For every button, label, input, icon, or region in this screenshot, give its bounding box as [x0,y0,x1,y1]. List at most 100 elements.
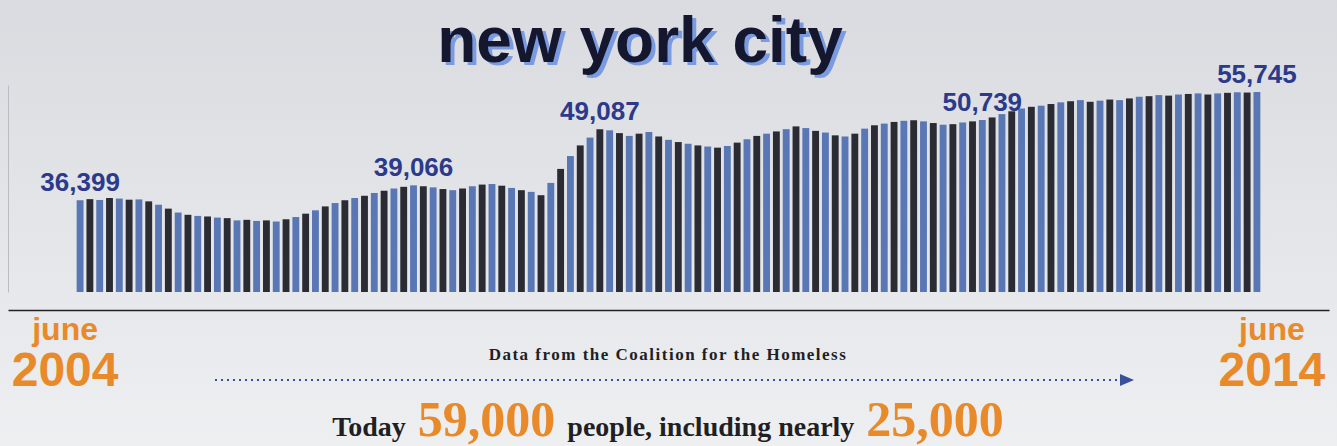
statement-text: Today [332,411,406,442]
bar [822,133,829,292]
bar [547,183,554,292]
bar [734,143,741,292]
bar [538,195,545,292]
bar [263,220,270,292]
bar [900,121,907,292]
bar [312,210,319,292]
bar [949,124,956,292]
bar [1136,97,1143,292]
data-label: 36,399 [40,167,120,197]
bar [793,126,800,292]
bar [812,131,819,292]
bar [253,221,260,292]
bar [302,214,309,292]
bar [1028,107,1035,292]
bar [116,199,123,292]
bar [802,128,809,292]
statement-number: 59,000 [418,391,556,446]
bar [508,188,515,292]
bar [77,200,84,292]
bar [165,209,172,292]
x-axis: june 2004 june2014 [9,310,1330,396]
bar [577,145,584,292]
bar [126,200,133,292]
title: new york city [437,4,843,76]
chart-container: new york city36,39939,06649,08750,73955,… [0,0,1337,446]
bar [155,205,162,292]
bar [410,185,417,292]
bar [645,132,652,292]
bar [440,189,447,292]
bar [1048,104,1055,292]
bar [1234,92,1241,292]
data-label: 39,066 [374,152,454,182]
bar [1116,100,1123,292]
bar [332,203,339,292]
bar [989,117,996,292]
bar [979,120,986,292]
bar [783,129,790,292]
bar [567,156,574,292]
bar [489,184,496,292]
bar [606,130,613,292]
bar [185,215,192,292]
bar [1018,108,1025,292]
bar [322,206,329,292]
bar [1185,94,1192,292]
bar [1155,95,1162,292]
bar [881,124,888,292]
x-axis-line [9,310,1330,312]
bar [1008,111,1015,292]
bar [351,198,358,292]
source: Data from the Coalition for the Homeless [489,345,848,364]
bar [675,142,682,292]
bar [1067,101,1074,292]
bar [626,136,633,292]
bar [891,122,898,292]
bar [1214,93,1221,292]
x-tick-label: june2014 [1219,311,1326,396]
bar [665,140,672,292]
bar [1244,93,1251,292]
bar [243,220,250,292]
bar [655,136,662,292]
arrow-line [215,379,1120,381]
bar [1146,96,1153,292]
data-label: 49,087 [560,96,640,126]
bar [744,139,751,292]
bar [959,122,966,292]
bar [135,199,142,292]
bar [1106,100,1113,292]
bar [283,219,290,292]
bar [430,187,437,292]
bar [528,192,535,292]
x-tick-label-line: 2004 [12,343,119,396]
bar [479,185,486,292]
bar [842,136,849,292]
bar [616,133,623,292]
statement: Today59,000people, including nearly25,00… [332,391,1004,446]
bar [498,186,505,292]
bar [420,186,427,292]
bar [1038,106,1045,292]
bar [214,218,221,292]
bar [940,125,947,292]
bar [1175,95,1182,292]
bar [459,189,466,293]
bar [763,134,770,292]
x-tick-label-line: june [1238,311,1305,347]
x-tick: june2014 [1219,310,1326,396]
bar [1097,101,1104,292]
bar [469,186,476,292]
bar [371,193,378,292]
bar [636,134,643,292]
bar [145,201,152,292]
bar [1224,93,1231,292]
y-axis-line [8,86,9,293]
statement-number: 25,000 [866,391,1004,446]
x-tick-label-line: 2014 [1219,343,1326,396]
data-label: 55,745 [1217,59,1297,89]
bar [292,217,299,292]
bar [390,189,397,293]
bar [685,144,692,292]
